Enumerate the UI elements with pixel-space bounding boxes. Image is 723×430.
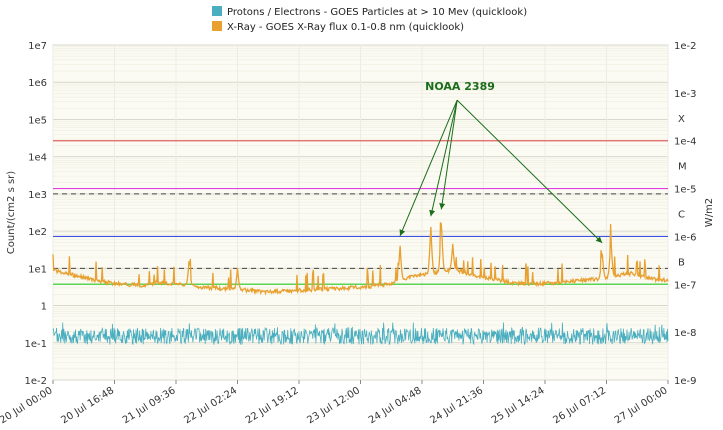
- legend-swatch: [212, 6, 222, 16]
- y-right-tick-label: 1e-9: [674, 376, 697, 387]
- x-tick-label: 23 Jul 12:00: [305, 385, 362, 426]
- y-right-tick-label: 1e-7: [674, 280, 697, 291]
- legend-entry[interactable]: Protons / Electrons - GOES Particles at …: [227, 7, 527, 18]
- y-right-tick-label: 1e-8: [674, 328, 697, 339]
- x-tick-label: 24 Jul 21:36: [428, 385, 485, 426]
- y-left-tick-label: 1e1: [28, 264, 47, 275]
- flare-class-label: X: [678, 114, 685, 125]
- x-tick-label: 20 Jul 16:48: [59, 385, 116, 426]
- x-tick-label: 21 Jul 09:36: [121, 385, 178, 426]
- y-left-tick-label: 1: [41, 302, 47, 313]
- x-tick-label: 24 Jul 04:48: [367, 385, 424, 426]
- annotation-arrow: [429, 100, 458, 217]
- y-left-tick-label: 1e6: [28, 78, 47, 89]
- y-left-tick-label: 1e-1: [25, 339, 48, 350]
- xray-line: [52, 222, 669, 296]
- x-tick-label: 20 Jul 00:00: [0, 385, 55, 426]
- legend-swatch: [212, 21, 222, 31]
- flare-class-label: M: [678, 162, 687, 173]
- xray-series: [52, 222, 669, 296]
- y-left-tick-label: 1e4: [28, 153, 47, 164]
- y-right-tick-label: 1e-6: [674, 232, 697, 243]
- y-right-tick-label: 1e-5: [674, 185, 697, 196]
- x-axis: 20 Jul 00:00 20 Jul 16:48 21 Jul 09:36 22 J…: [0, 380, 670, 426]
- x-tick-label: 22 Jul 02:24: [182, 385, 239, 426]
- legend-entry[interactable]: X-Ray - GOES X-Ray flux 0.1-0.8 nm (quic…: [227, 22, 464, 33]
- y-left-tick-label: 1e3: [28, 190, 47, 201]
- annotation: NOAA 2389: [399, 80, 603, 244]
- y-left-tick-label: 1e7: [28, 41, 47, 52]
- legend: Protons / Electrons - GOES Particles at …: [212, 6, 527, 33]
- y-right-tick-label: 1e-2: [674, 41, 697, 52]
- proton-series: [52, 322, 669, 346]
- y-right-axis-label: W/m2: [704, 198, 715, 227]
- y-left-tick-label: 1e5: [28, 115, 47, 126]
- proton-line: [52, 322, 669, 346]
- flare-class-label: C: [678, 210, 685, 221]
- y-left-axis-label: Count/(cm2 s sr): [6, 171, 17, 254]
- y-right-tick-label: 1e-3: [674, 89, 697, 100]
- x-tick-label: 22 Jul 19:12: [244, 385, 301, 426]
- y-left-tick-label: 1e2: [28, 227, 47, 238]
- x-tick-label: 26 Jul 07:12: [551, 385, 608, 426]
- annotation-label: NOAA 2389: [425, 80, 495, 93]
- y-right-tick-label: 1e-4: [674, 137, 697, 148]
- annotation-arrow: [439, 100, 458, 210]
- annotation-arrow: [456, 99, 603, 244]
- annotation-arrow: [399, 99, 458, 237]
- x-tick-label: 25 Jul 14:24: [490, 385, 547, 426]
- flare-class-label: B: [678, 257, 685, 268]
- x-tick-label: 27 Jul 00:00: [613, 385, 670, 426]
- y-left-tick-label: 1e-2: [25, 376, 48, 387]
- y-right-axis: 1e-2 1e-3 1e-4 1e-5 1e-6 1e-7 1e-8 1e-9 X M C B: [674, 41, 697, 387]
- y-left-axis: 1e7 1e6 1e5 1e4 1e3 1e2 1e1 1 1e-1 1e-2: [25, 41, 48, 387]
